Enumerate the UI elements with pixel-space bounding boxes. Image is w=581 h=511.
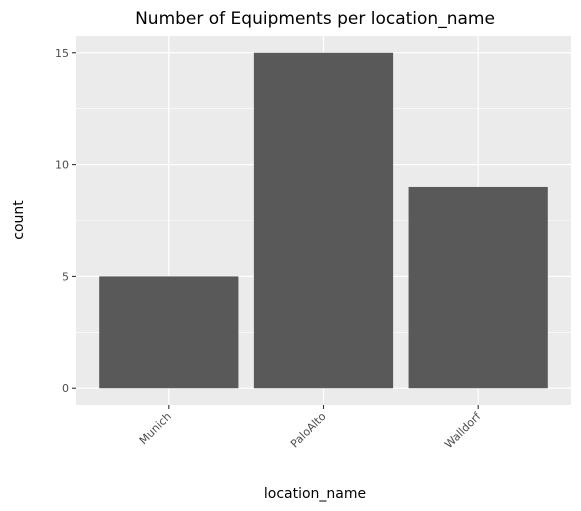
y-tick-label: 5: [62, 270, 69, 283]
y-tick-label: 10: [55, 159, 69, 172]
x-tick-label: Walldorf: [442, 409, 484, 451]
bar-paloalto: [253, 52, 394, 389]
x-tick-label: PaloAlto: [288, 410, 329, 451]
y-axis-title: count: [11, 200, 27, 240]
y-tick-label: 0: [62, 382, 69, 395]
bars: [99, 52, 548, 389]
y-axis-ticks: 0 5 10 15: [55, 47, 76, 395]
bar-munich: [99, 276, 239, 389]
x-axis-ticks: Munich PaloAlto Walldorf: [137, 405, 484, 451]
bar-walldorf: [408, 186, 548, 389]
x-tick-label: Munich: [137, 410, 174, 447]
y-tick-label: 15: [55, 47, 69, 60]
x-axis-title: location_name: [264, 486, 366, 502]
chart-title: Number of Equipments per location_name: [135, 9, 495, 29]
